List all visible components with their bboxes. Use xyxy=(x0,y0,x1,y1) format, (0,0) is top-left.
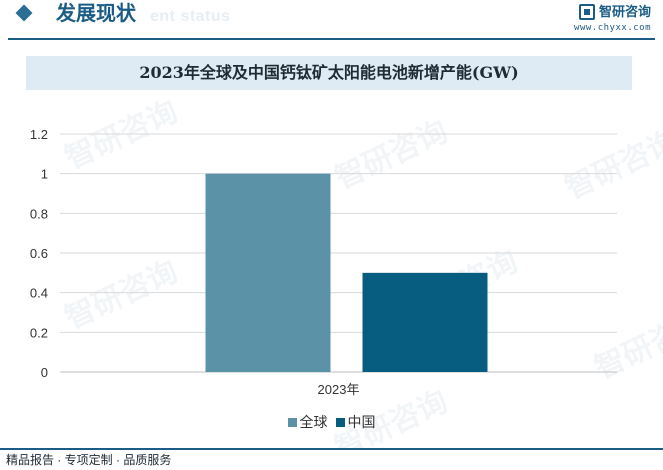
y-tick-label: 0.8 xyxy=(30,206,48,221)
diamond-icon xyxy=(15,4,33,22)
brand-logo-icon xyxy=(578,4,595,20)
y-tick-label: 0.4 xyxy=(30,286,48,301)
chart-title: 2023年全球及中国钙钛矿太阳能电池新增产能(GW) xyxy=(139,63,519,82)
brand: 智研咨询 www.chyxx.com xyxy=(574,3,651,33)
legend-label: 全球 xyxy=(299,414,328,430)
bar xyxy=(362,272,488,372)
y-tick-label: 1.2 xyxy=(30,127,48,142)
legend-swatch xyxy=(335,418,345,427)
footer-rule xyxy=(0,448,663,450)
footer: 精品报告 · 专项定制 · 品质服务 xyxy=(0,448,663,470)
legend-label: 中国 xyxy=(347,414,376,430)
legend-item: 全球 xyxy=(287,412,328,432)
section-title: 发展现状 xyxy=(56,1,136,25)
brand-url: www.chyxx.com xyxy=(574,23,651,34)
header-rule xyxy=(8,38,655,40)
footer-text: 精品报告 · 专项定制 · 品质服务 xyxy=(6,453,172,467)
y-tick-label: 0.6 xyxy=(30,246,48,261)
legend: 全球 中国 xyxy=(0,412,663,432)
x-tick-label: 2023年 xyxy=(318,382,360,397)
chart-title-band: 2023年全球及中国钙钛矿太阳能电池新增产能(GW) xyxy=(26,56,632,90)
section-subtitle: ent status xyxy=(150,8,231,25)
brand-name: 智研咨询 xyxy=(598,4,651,19)
bar-chart: 0 0.2 0.4 0.6 0.8 1 1.2 2023年 xyxy=(30,127,617,397)
legend-swatch xyxy=(287,418,297,427)
y-tick-label: 0 xyxy=(41,365,48,380)
y-tick-label: 1 xyxy=(41,167,48,182)
bar xyxy=(205,173,331,372)
legend-item: 中国 xyxy=(335,412,376,432)
y-tick-label: 0.2 xyxy=(30,325,48,340)
header: 发展现状 ent status 智研咨询 www.chyxx.com xyxy=(0,0,663,44)
